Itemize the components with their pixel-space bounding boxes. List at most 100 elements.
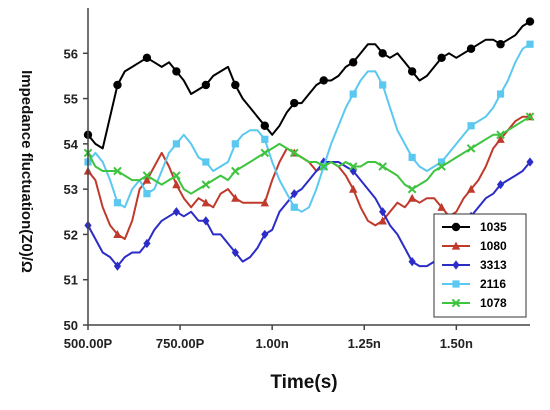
- legend-marker: [451, 222, 461, 232]
- data-point-1078: [466, 144, 476, 153]
- series-line-1035: [87, 20, 531, 150]
- data-point-3313: [143, 238, 151, 249]
- data-point-1078: [407, 184, 417, 194]
- data-point-2116: [290, 203, 298, 211]
- data-point-1035: [349, 58, 358, 67]
- data-point-3313: [496, 180, 505, 190]
- data-point-1078: [201, 180, 211, 189]
- y-tick-label: 56: [64, 46, 78, 61]
- data-point-1078: [496, 130, 505, 140]
- data-point-3313: [113, 261, 122, 271]
- series-1078: [83, 112, 535, 195]
- data-point-3313: [379, 207, 387, 217]
- data-point-2116: [467, 122, 475, 130]
- data-point-1035: [437, 53, 446, 63]
- data-point-1080: [113, 230, 122, 239]
- data-point-2116: [438, 158, 446, 166]
- data-point-1080: [407, 193, 417, 202]
- y-tick-label: 50: [64, 318, 78, 333]
- data-point-1035: [172, 67, 181, 76]
- data-point-2116: [172, 140, 180, 148]
- data-point-1080: [201, 198, 211, 207]
- legend-marker: [451, 298, 461, 308]
- data-point-1080: [231, 193, 240, 202]
- data-point-3313: [202, 216, 210, 226]
- data-point-1080: [496, 134, 505, 143]
- data-point-1035: [113, 80, 122, 90]
- legend-item-1035: 1035: [442, 220, 507, 234]
- y-tick-label: 54: [64, 137, 79, 152]
- data-point-2116: [261, 135, 269, 143]
- data-point-1080: [349, 184, 358, 193]
- data-point-1078: [260, 148, 270, 158]
- data-point-1035: [466, 44, 476, 53]
- data-point-1080: [378, 216, 387, 225]
- legend-label: 3313: [480, 258, 507, 272]
- data-point-2116: [408, 153, 416, 162]
- data-point-3313: [231, 247, 239, 258]
- data-point-3313: [526, 157, 534, 167]
- y-axis-title: Impedance fluctuation(Z0)/Ω: [18, 70, 35, 273]
- legend-label: 1078: [480, 296, 507, 310]
- data-point-1035: [525, 17, 535, 26]
- data-point-3313: [290, 189, 298, 199]
- x-tick-labels: 500.00P 750.00P 1.00n 1.25n 1.50n: [64, 325, 473, 351]
- data-point-1035: [496, 40, 505, 49]
- series-line-1078: [87, 115, 531, 195]
- y-tick-label: 53: [64, 182, 78, 197]
- data-point-1078: [348, 162, 358, 171]
- legend: 1035 1080 3313 2116 1078: [433, 213, 527, 318]
- data-point-1078: [231, 166, 240, 176]
- data-point-1078: [172, 171, 181, 180]
- legend-item-3313: 3313: [442, 258, 507, 272]
- legend-item-1078: 1078: [442, 296, 507, 310]
- data-point-1035: [231, 80, 240, 90]
- data-point-1035: [319, 76, 328, 85]
- data-point-2116: [349, 90, 357, 98]
- data-point-1035: [407, 67, 417, 76]
- x-tick-label: 1.50n: [440, 336, 473, 351]
- y-tick-label: 52: [64, 227, 78, 242]
- data-point-3313: [172, 207, 180, 217]
- legend-label: 1080: [480, 239, 507, 253]
- y-tick-labels: 50 51 52 53 54 55 56: [64, 46, 88, 333]
- legend-label: 2116: [480, 277, 506, 291]
- data-point-1078: [113, 166, 122, 176]
- x-tick-label: 750.00P: [156, 336, 205, 351]
- data-point-1080: [466, 184, 476, 193]
- data-point-1035: [260, 121, 269, 130]
- legend-label: 1035: [480, 220, 507, 234]
- data-point-1078: [437, 162, 446, 171]
- data-point-2116: [379, 81, 387, 89]
- data-point-1080: [142, 175, 152, 184]
- data-point-1035: [201, 80, 211, 90]
- data-point-1080: [172, 180, 181, 189]
- data-point-1078: [289, 148, 299, 158]
- x-axis-title: Time(s): [270, 372, 337, 393]
- x-tick-label: 500.00P: [64, 336, 113, 351]
- data-point-1078: [319, 162, 329, 171]
- data-point-1078: [525, 112, 535, 121]
- legend-item-2116: 2116: [442, 277, 506, 291]
- data-point-1078: [142, 171, 152, 180]
- data-point-2116: [496, 90, 505, 98]
- data-point-1035: [142, 53, 152, 63]
- series-line-2116: [87, 43, 531, 213]
- x-tick-label: 1.25n: [348, 336, 381, 351]
- data-point-3313: [261, 229, 269, 240]
- data-point-2116: [231, 140, 239, 148]
- series-layer: [83, 17, 535, 271]
- series-1035: [83, 17, 535, 150]
- data-point-2116: [202, 158, 210, 166]
- legend-marker: [452, 280, 460, 288]
- data-point-1080: [260, 198, 269, 207]
- data-point-1078: [378, 162, 387, 171]
- data-point-1035: [378, 49, 387, 58]
- data-point-2116: [113, 199, 122, 207]
- y-tick-label: 51: [64, 273, 78, 288]
- legend-marker: [451, 241, 461, 250]
- y-tick-label: 55: [64, 92, 78, 107]
- data-point-1080: [437, 202, 446, 211]
- data-point-3313: [408, 257, 416, 267]
